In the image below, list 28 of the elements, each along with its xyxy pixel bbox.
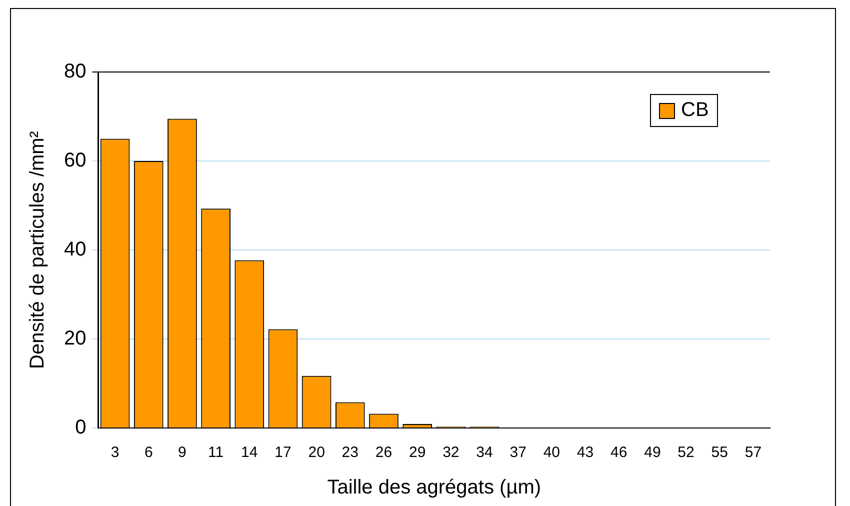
- x-tick-label: 20: [308, 444, 325, 462]
- x-tick-label: 46: [610, 444, 628, 462]
- x-tick-label: 6: [144, 444, 153, 462]
- y-tick-label: 0: [75, 416, 86, 439]
- x-tick-label: 17: [274, 444, 292, 462]
- y-axis-title: Densité de particules /mm²: [26, 130, 49, 369]
- x-tick-label: 37: [510, 444, 526, 462]
- x-tick-label: 3: [110, 444, 120, 462]
- x-tick-label: 29: [408, 444, 426, 462]
- x-tick-label: 23: [342, 444, 358, 462]
- legend-label: CB: [681, 99, 709, 122]
- y-tick-label: 60: [64, 150, 86, 172]
- y-tick-label: 40: [64, 238, 86, 261]
- x-tick-label: 11: [208, 444, 224, 462]
- x-tick-label: 52: [678, 444, 694, 462]
- x-tick-label: 57: [744, 444, 762, 462]
- y-tick-label: 20: [64, 328, 86, 350]
- y-tick-label: 80: [64, 60, 86, 83]
- x-tick-label: 9: [178, 444, 186, 462]
- x-tick-label: 14: [241, 444, 258, 462]
- x-tick-label: 55: [711, 444, 728, 462]
- x-axis-title: Taille des agrégats (µm): [327, 476, 542, 499]
- x-tick-label: 43: [576, 444, 594, 462]
- x-tick-label: 34: [476, 444, 493, 462]
- x-tick-label: 26: [375, 444, 392, 462]
- x-tick-label: 40: [543, 444, 560, 462]
- x-tick-label: 32: [442, 444, 460, 462]
- x-tick-label: 49: [644, 444, 661, 462]
